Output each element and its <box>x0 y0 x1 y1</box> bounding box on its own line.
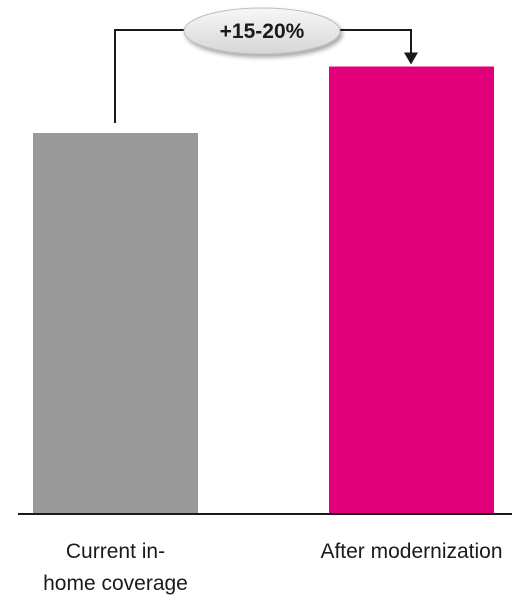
bar-2 <box>329 66 494 513</box>
x-tick-label-2: After modernization <box>320 540 502 563</box>
change-callout-label: +15-20% <box>220 20 305 43</box>
bar-1 <box>33 133 198 513</box>
x-tick-label-1: Current in-home coverage <box>43 540 188 595</box>
change-callout-bubble <box>183 7 341 55</box>
arrow-down-icon <box>404 52 418 65</box>
